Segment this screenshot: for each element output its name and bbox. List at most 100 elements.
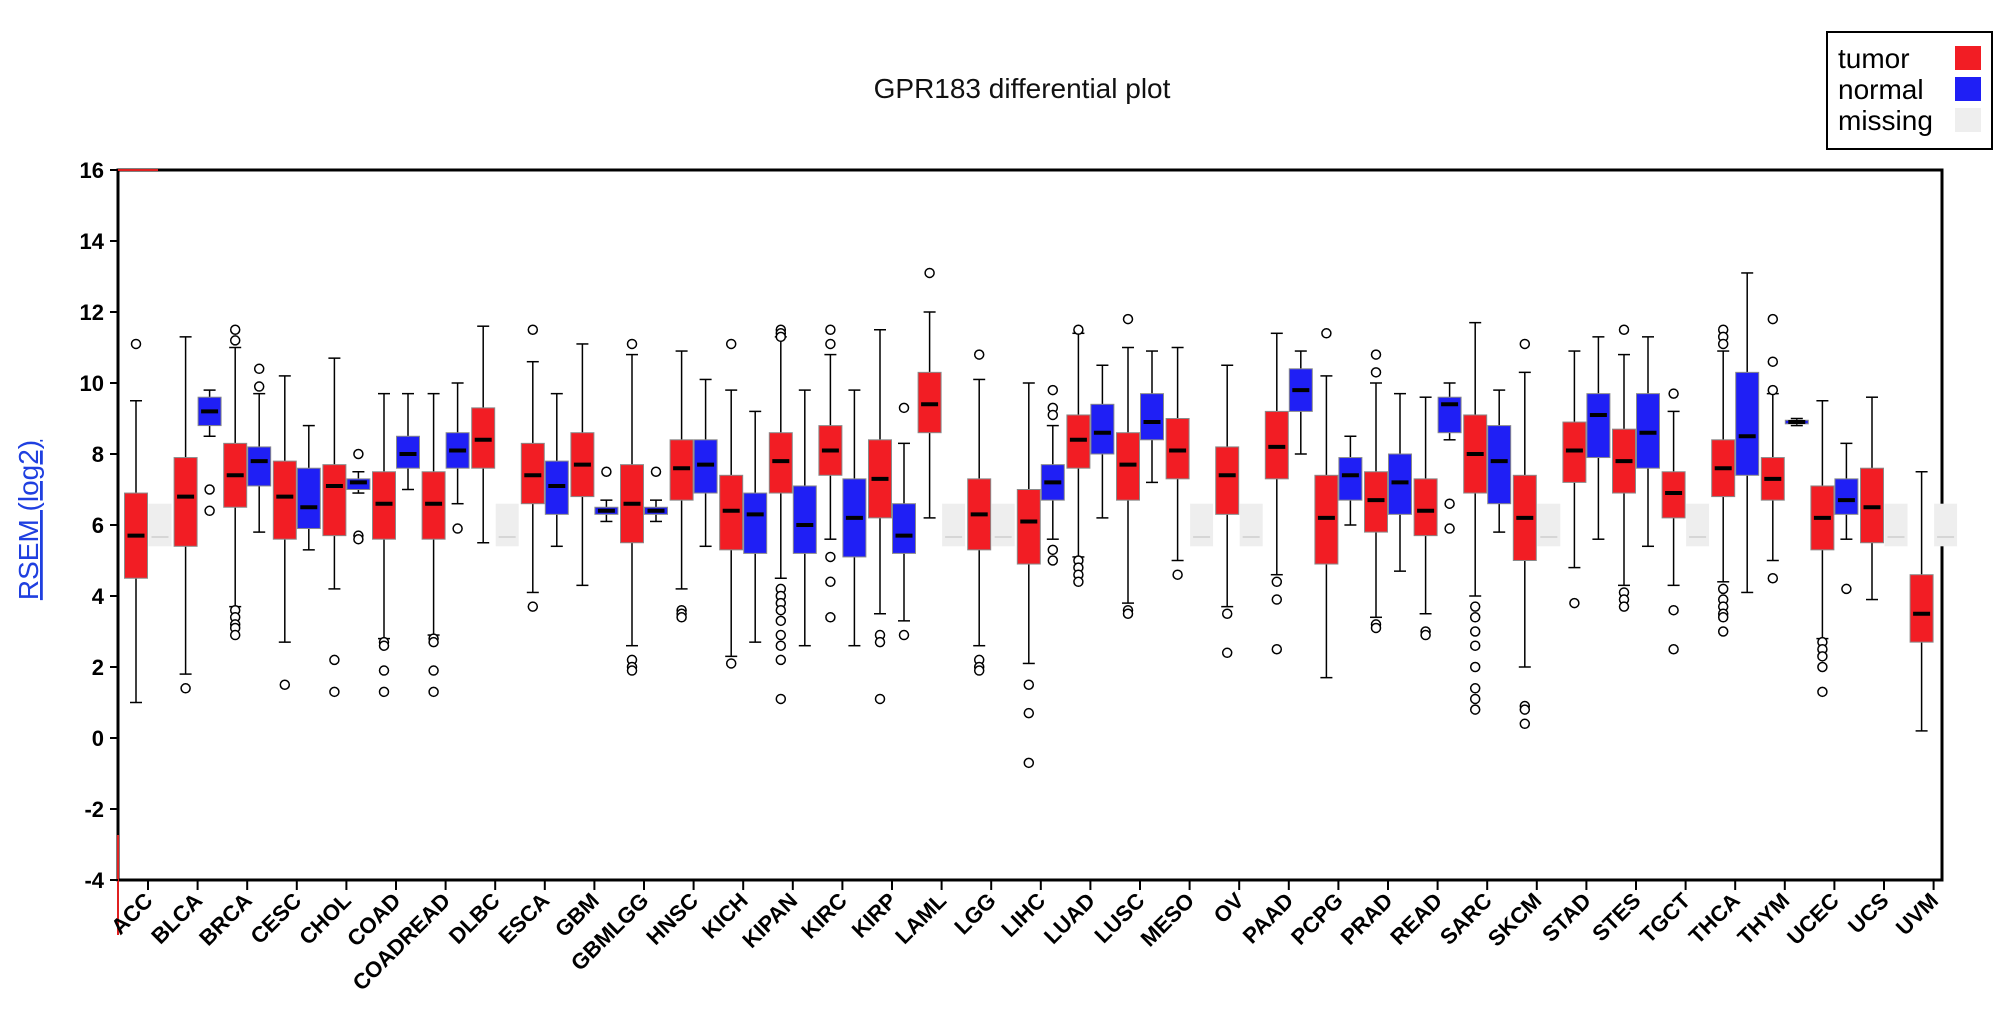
box-normal-kich — [743, 410, 768, 643]
outlier-point — [1047, 544, 1059, 556]
box-tumor-kirp — [868, 329, 892, 705]
outlier-point — [229, 335, 241, 346]
box-iqr — [743, 492, 768, 554]
outlier-point — [1023, 757, 1035, 769]
outlier-point — [1047, 384, 1059, 396]
box-tumor-cesc — [272, 375, 297, 690]
missing-normal-uvm — [1934, 503, 1958, 547]
outlier-point — [1122, 608, 1134, 619]
outlier-point — [825, 612, 836, 623]
x-tick-label: SKCM — [1483, 888, 1546, 951]
outlier-point — [378, 665, 390, 676]
outlier-point — [378, 640, 390, 651]
box-tumor-read — [1413, 396, 1438, 641]
legend-swatch-normal — [1955, 77, 1981, 101]
missing-normal-ov — [1239, 503, 1263, 547]
outlier-point — [1817, 651, 1828, 662]
missing-normal-tgct — [1686, 503, 1710, 547]
outlier-point — [1817, 661, 1828, 673]
x-tick-label: SARC — [1435, 888, 1497, 950]
outlier-point — [527, 324, 539, 335]
outlier-point — [452, 523, 463, 534]
outlier-point — [353, 533, 364, 545]
box-normal-read — [1437, 382, 1462, 534]
missing-normal-lgg — [991, 503, 1015, 547]
outlier-point — [775, 640, 787, 651]
box-normal-thca — [1735, 272, 1760, 594]
outlier-point — [775, 693, 787, 705]
x-tick-label: BLCA — [146, 888, 207, 949]
legend-label-missing: missing — [1838, 105, 1933, 136]
outlier-point — [775, 604, 787, 616]
y-tick-label: 4 — [92, 584, 105, 609]
x-tick-label: LAML — [890, 888, 951, 949]
x-tick-label: UVM — [1891, 888, 1943, 940]
box-tumor-uvm — [1909, 471, 1934, 732]
box-normal-blca — [197, 389, 222, 517]
outlier-point — [1221, 647, 1233, 659]
box-iqr — [1909, 574, 1934, 643]
outlier-point — [825, 551, 836, 563]
outlier-point — [1469, 612, 1481, 623]
box-tumor-ucec — [1810, 400, 1835, 698]
missing-normal-dlbc — [495, 503, 519, 547]
box-tumor-lusc — [1116, 313, 1140, 619]
x-tick-label: STES — [1587, 888, 1645, 946]
outlier-point — [1370, 622, 1382, 634]
box-tumor-gbm — [570, 343, 595, 587]
box-tumor-laml — [917, 267, 942, 519]
outlier-point — [1668, 604, 1679, 616]
outlier-point — [775, 331, 787, 343]
box-iqr — [272, 460, 297, 540]
box-tumor-gbmlgg — [620, 338, 644, 676]
box-tumor-skcm — [1512, 338, 1537, 730]
box-tumor-meso — [1165, 346, 1190, 580]
outlier-point — [1172, 569, 1183, 580]
box-iqr — [1338, 457, 1363, 501]
outlier-point — [924, 267, 935, 279]
outlier-point — [973, 349, 985, 360]
box-normal-lusc — [1140, 350, 1164, 484]
outlier-point — [1668, 644, 1679, 655]
box-tumor-esca — [520, 324, 545, 612]
x-tick-label: TGCT — [1635, 887, 1695, 947]
box-tumor-tgct — [1661, 388, 1686, 655]
x-tick-label: READ — [1385, 888, 1447, 950]
outlier-point — [1668, 388, 1679, 399]
outlier-point — [353, 448, 364, 460]
box-tumor-ucs — [1860, 396, 1884, 601]
outlier-point — [973, 665, 985, 676]
box-iqr — [892, 503, 916, 554]
box-normal-sarc — [1487, 389, 1512, 533]
x-tick-label: PRAD — [1336, 888, 1398, 950]
outlier-point — [898, 402, 910, 414]
box-normal-pcpg — [1338, 435, 1363, 526]
outlier-point — [180, 683, 191, 694]
box-iqr — [1140, 393, 1164, 441]
box-tumor-kich — [719, 338, 744, 669]
outlier-point — [1519, 718, 1531, 730]
outlier-point — [1469, 704, 1481, 715]
x-tick-label: CESC — [245, 888, 306, 949]
outlier-point — [279, 679, 291, 690]
outlier-point — [725, 338, 737, 350]
box-normal-coad — [396, 392, 420, 491]
outlier-point — [1271, 576, 1283, 588]
outlier-point — [1321, 328, 1332, 339]
outlier-point — [378, 686, 390, 698]
outlier-point — [1444, 498, 1455, 509]
outlier-point — [329, 686, 340, 698]
x-tick-label: PAAD — [1238, 888, 1299, 949]
box-iqr — [247, 446, 272, 487]
outlier-point — [825, 338, 836, 350]
outlier-point — [1271, 644, 1283, 655]
box-iqr — [322, 464, 347, 537]
outlier-point — [898, 629, 910, 641]
outlier-point — [1717, 583, 1729, 595]
outlier-point — [1767, 356, 1779, 367]
y-tick-label: -4 — [84, 868, 104, 893]
outlier-point — [1420, 629, 1431, 641]
outlier-point — [1047, 409, 1059, 421]
chart-title: GPR183 differential plot — [874, 73, 1171, 104]
